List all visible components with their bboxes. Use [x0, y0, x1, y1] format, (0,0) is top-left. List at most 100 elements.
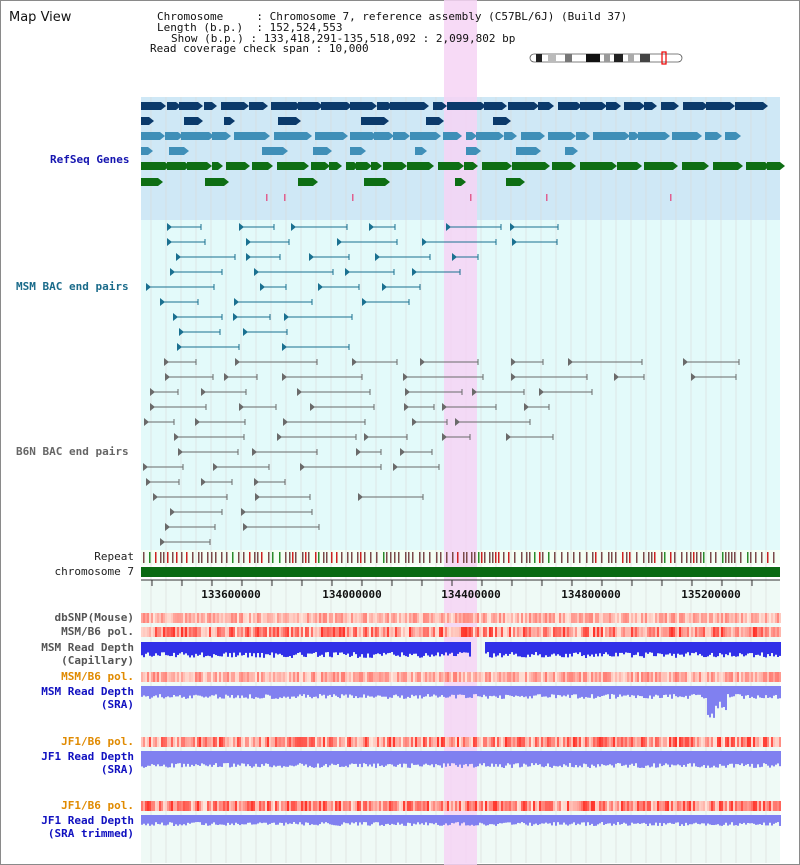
depth-bar	[675, 751, 677, 766]
heat-cell	[635, 672, 637, 682]
heat-cell	[233, 613, 235, 623]
heat-cell	[193, 737, 195, 747]
gene-arrow	[402, 162, 407, 170]
depth-bar	[465, 642, 467, 653]
depth-bar	[769, 642, 771, 657]
heat-cell	[301, 737, 303, 747]
depth-bar	[327, 751, 329, 768]
heat-cell	[183, 672, 185, 682]
depth-bar	[185, 815, 187, 826]
depth-bar	[505, 751, 507, 766]
heat-cell	[271, 672, 273, 682]
heat-cell	[561, 627, 563, 637]
heat-cell	[485, 627, 487, 637]
heat-cell	[269, 613, 271, 623]
gene-arrow	[625, 132, 630, 140]
heat-cell	[149, 801, 151, 811]
depth-bar	[143, 686, 145, 696]
heat-cell	[387, 613, 389, 623]
heat-cell	[641, 627, 643, 637]
gene-feature	[356, 162, 367, 170]
depth-bar	[613, 642, 615, 657]
heat-cell	[711, 737, 713, 747]
heat-cell	[695, 737, 697, 747]
heat-cell	[353, 801, 355, 811]
repeat-element	[446, 552, 448, 563]
depth-bar	[685, 751, 687, 767]
depth-bar	[353, 815, 355, 824]
heat-cell	[497, 672, 499, 682]
depth-bar	[183, 815, 185, 825]
heat-cell	[207, 627, 209, 637]
heat-cell	[719, 613, 721, 623]
b6n-bac-track-label[interactable]: B6N BAC end pairs	[16, 445, 129, 458]
heat-cell	[145, 627, 147, 637]
depth-bar	[543, 751, 545, 768]
depth-bar	[571, 815, 573, 824]
heat-cell	[549, 613, 551, 623]
heat-cell	[495, 737, 497, 747]
depth-bar	[605, 815, 607, 825]
heat-cell	[751, 737, 753, 747]
heat-cell	[757, 801, 759, 811]
depth-bar	[285, 686, 287, 698]
heat-cell	[709, 672, 711, 682]
depth-bar	[441, 751, 443, 768]
heat-cell	[669, 627, 671, 637]
depth-bar	[775, 642, 777, 655]
jf1-depth-sra-label: JF1 Read Depth	[41, 750, 134, 763]
heat-cell	[291, 627, 293, 637]
msm-bac-track-label[interactable]: MSM BAC end pairs	[16, 280, 129, 293]
heat-cell	[295, 737, 297, 747]
depth-bar	[555, 686, 557, 699]
heat-cell	[615, 627, 617, 637]
depth-bar	[315, 686, 317, 697]
depth-bar	[707, 815, 709, 824]
heat-cell	[279, 737, 281, 747]
depth-bar	[509, 751, 511, 765]
heat-cell	[271, 737, 273, 747]
heat-cell	[657, 627, 659, 637]
heat-cell	[547, 672, 549, 682]
gene-arrow	[429, 162, 434, 170]
heat-cell	[215, 801, 217, 811]
heat-cell	[361, 627, 363, 637]
depth-bar	[601, 686, 603, 697]
depth-bar	[731, 815, 733, 823]
heat-cell	[563, 672, 565, 682]
heat-cell	[431, 672, 433, 682]
chromosome-line: Chromosome : Chromosome 7, reference ass…	[157, 10, 628, 23]
heat-cell	[703, 672, 705, 682]
heat-cell	[635, 627, 637, 637]
heat-cell	[703, 737, 705, 747]
repeat-element	[734, 552, 736, 563]
heat-cell	[289, 672, 291, 682]
heat-cell	[767, 737, 769, 747]
gene-arrow	[265, 132, 270, 140]
heat-cell	[531, 613, 533, 623]
heat-cell	[531, 801, 533, 811]
refseq-track-label[interactable]: RefSeq Genes	[50, 153, 130, 166]
depth-bar	[307, 751, 309, 768]
depth-bar	[447, 642, 449, 656]
depth-bar	[427, 642, 429, 656]
depth-bar	[197, 751, 199, 766]
depth-bar	[273, 686, 275, 699]
depth-bar	[493, 751, 495, 767]
bac-end-marker	[164, 358, 169, 366]
depth-bar	[361, 686, 363, 698]
depth-bar	[295, 815, 297, 824]
depth-bar	[605, 686, 607, 695]
heat-cell	[725, 737, 727, 747]
depth-bar	[507, 815, 509, 823]
depth-bar	[751, 751, 753, 764]
heat-cell	[617, 801, 619, 811]
heat-cell	[247, 627, 249, 637]
repeat-element	[755, 552, 757, 563]
heat-cell	[769, 672, 771, 682]
depth-bar	[461, 642, 463, 653]
depth-bar	[749, 686, 751, 699]
depth-bar	[599, 642, 601, 654]
depth-bar	[631, 751, 633, 764]
